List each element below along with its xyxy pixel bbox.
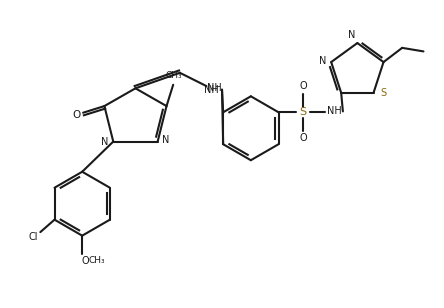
Text: O: O [299,133,307,144]
Text: NH: NH [327,106,341,116]
Text: S: S [299,107,306,117]
Text: O: O [299,81,307,91]
Text: N: N [349,30,356,40]
Text: NH: NH [206,83,222,93]
Text: S: S [380,88,386,98]
Text: O: O [81,256,89,265]
Text: O: O [72,110,80,120]
Text: NH: NH [204,85,219,95]
Text: N: N [319,56,326,66]
Text: N: N [162,135,169,145]
Text: N: N [101,137,108,148]
Text: CH₃: CH₃ [88,256,105,265]
Text: CH₃: CH₃ [166,71,182,80]
Text: Cl: Cl [29,232,39,241]
